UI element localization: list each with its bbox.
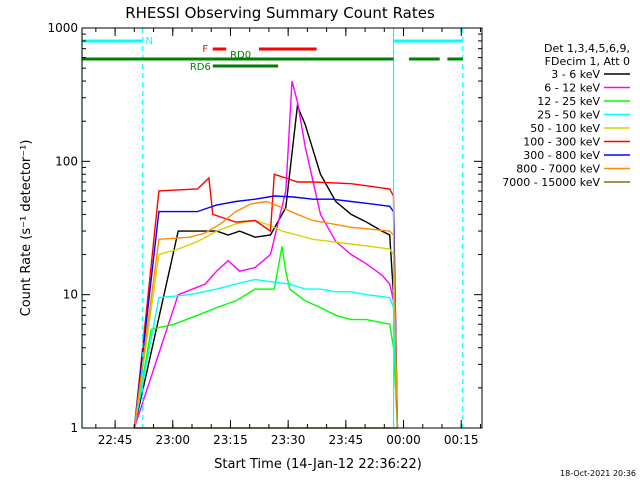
x-tick-label: 23:30 (271, 433, 306, 447)
annotation-label-rd6: RD6 (190, 62, 211, 73)
annotation-label-n: N (145, 36, 152, 47)
x-tick-label: 23:45 (329, 433, 364, 447)
legend: Det 1,3,4,5,6,9,FDecim 1, Att 03 - 6 keV… (502, 42, 630, 189)
legend-label: 7000 - 15000 keV (502, 176, 600, 189)
legend-label: 3 - 6 keV (551, 68, 600, 81)
x-tick-label: 23:15 (213, 433, 248, 447)
y-tick-label: 10 (63, 288, 78, 302)
series-line-25-50-kev (133, 278, 399, 429)
axes-layer: 1 10 100 1000 22:45 23:00 23:15 23:30 23:45 00:00… (47, 21, 483, 447)
y-tick-label: 1000 (47, 21, 78, 35)
x-tick-label: 00:00 (386, 433, 421, 447)
annotation-label-f: F (202, 44, 208, 55)
legend-label: 12 - 25 keV (537, 95, 600, 108)
y-tick-label: 100 (55, 154, 78, 168)
y-tick-label: 1 (70, 421, 78, 435)
date-stamp: 18-Oct-2021 20:36 (560, 469, 636, 478)
series-layer (133, 80, 399, 429)
legend-label: 50 - 100 keV (530, 122, 600, 135)
x-tick-label: 22:45 (98, 433, 133, 447)
x-tick-label: 00:15 (444, 433, 479, 447)
legend-label: 100 - 300 keV (523, 136, 600, 149)
plot-frame (81, 27, 483, 429)
legend-header-line: FDecim 1, Att 0 (545, 55, 630, 68)
series-line-12-25-kev (133, 246, 399, 429)
chart-title: RHESSI Observing Summary Count Rates (125, 4, 435, 22)
legend-label: 300 - 800 keV (523, 149, 600, 162)
series-line-100-300-kev (133, 173, 399, 429)
legend-label: 25 - 50 keV (537, 109, 600, 122)
series-line-3-6-kev (133, 103, 399, 429)
x-tick-label: 23:00 (155, 433, 190, 447)
x-axis-label: Start Time (14-Jan-12 22:36:22) (214, 457, 422, 472)
series-line-50-100-kev (133, 219, 399, 429)
legend-label: 6 - 12 keV (544, 82, 600, 95)
legend-header-line: Det 1,3,4,5,6,9, (544, 42, 630, 55)
annotation-label-rd0: RD0 (230, 50, 251, 61)
y-axis-label: Count Rate (s⁻¹ detector⁻¹) (19, 140, 34, 317)
series-line-6-12-kev (133, 80, 399, 429)
legend-label: 800 - 7000 keV (516, 163, 600, 176)
series-line-800-7000-kev (133, 200, 399, 429)
series-line-300-800-kev (133, 195, 399, 429)
annotation-layer: N F RD0 RD6 (81, 28, 464, 428)
